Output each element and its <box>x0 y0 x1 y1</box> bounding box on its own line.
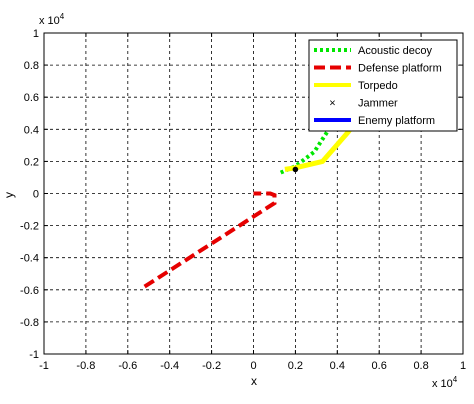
y-tick-label: 0 <box>33 189 39 201</box>
x-tick-label: -0.4 <box>160 360 179 372</box>
ticks: -1 -0.8 -0.6 -0.4 -0.2 0 0.2 0.4 0.6 0.8 1 1 0.8 0.6 0… <box>20 28 466 372</box>
legend-entries: Acoustic decoy Defense platform Torpedo × Ja… <box>314 45 442 127</box>
x-tick-label: 0.8 <box>413 360 428 372</box>
y-tick-label: -1 <box>29 349 39 361</box>
legend-entry-enemy-platform: Enemy platform <box>314 115 435 127</box>
x-tick-label: -0.6 <box>118 360 137 372</box>
legend-label: Jammer <box>358 98 398 110</box>
y-tick-label: 1 <box>33 28 39 40</box>
x-tick-label: 0 <box>250 360 256 372</box>
x-tick-label: -1 <box>39 360 49 372</box>
x-tick-label: 0.6 <box>372 360 387 372</box>
y-tick-label: 0.4 <box>24 124 39 136</box>
legend: Acoustic decoy Defense platform Torpedo × Ja… <box>308 39 458 132</box>
x-axis-label: x <box>251 374 257 388</box>
y-tick-label: 0.2 <box>24 156 39 168</box>
legend-label: Torpedo <box>358 80 398 92</box>
jammer-marker <box>292 166 299 173</box>
x-tick-label: -0.8 <box>76 360 95 372</box>
x-tick-label: 0.2 <box>288 360 303 372</box>
y-multiplier: x 104 <box>39 12 65 27</box>
y-tick-label: -0.2 <box>20 221 39 233</box>
y-tick-label: -0.6 <box>20 285 39 297</box>
legend-label: Acoustic decoy <box>358 45 432 57</box>
x-tick-label: 0.4 <box>330 360 345 372</box>
legend-marker-symbol: × <box>329 98 335 110</box>
legend-label: Enemy platform <box>358 115 435 127</box>
legend-entry-acoustic-decoy: Acoustic decoy <box>314 45 432 57</box>
legend-entry-torpedo: Torpedo <box>314 80 398 92</box>
y-axis-label: y <box>2 192 16 198</box>
legend-entry-defense-platform: Defense platform <box>314 63 442 75</box>
x-tick-label: -0.2 <box>202 360 221 372</box>
y-tick-label: -0.8 <box>20 317 39 329</box>
legend-entry-jammer: × Jammer <box>329 98 398 110</box>
y-tick-label: 0.6 <box>24 92 39 104</box>
y-tick-label: 0.8 <box>24 60 39 72</box>
legend-label: Defense platform <box>358 63 442 75</box>
y-tick-label: -0.4 <box>20 253 39 265</box>
x-multiplier: x 104 <box>432 375 458 390</box>
defense-platform-line <box>143 191 277 289</box>
x-tick-label: 1 <box>460 360 466 372</box>
